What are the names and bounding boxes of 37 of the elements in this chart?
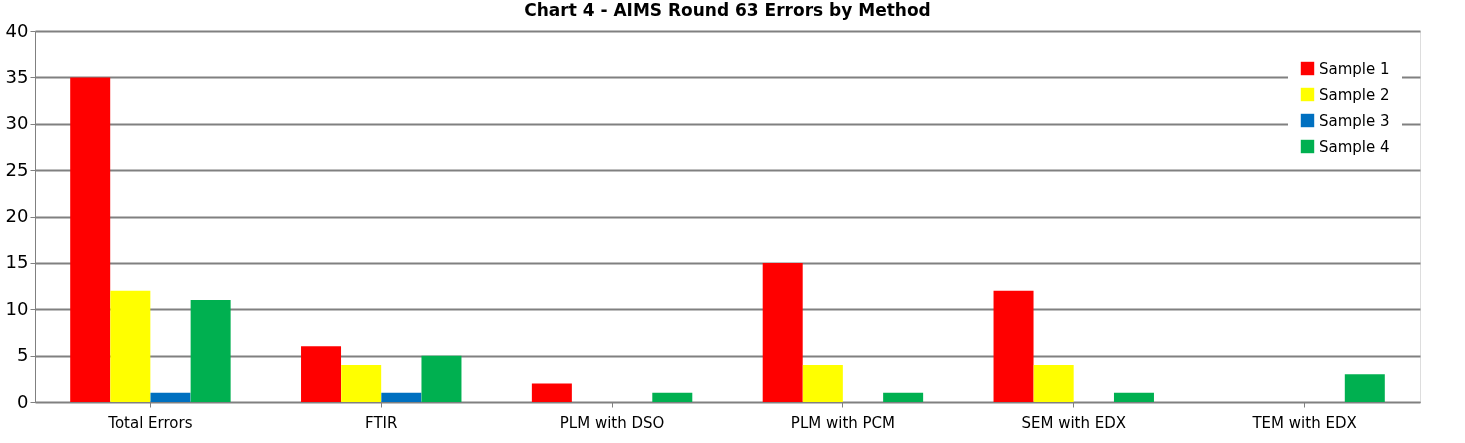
legend-label: Sample 3 bbox=[1319, 111, 1390, 130]
bar bbox=[993, 290, 1034, 402]
x-tick-label: TEM with EDX bbox=[1251, 413, 1357, 432]
y-tick-label: 0 bbox=[17, 390, 29, 412]
bar bbox=[531, 383, 572, 402]
bar bbox=[802, 364, 843, 402]
y-tick-label: 30 bbox=[5, 112, 29, 134]
y-tick-label: 15 bbox=[5, 251, 29, 273]
bar bbox=[762, 262, 803, 402]
legend-label: Sample 1 bbox=[1319, 59, 1390, 78]
bar bbox=[652, 392, 693, 402]
y-tick-label: 40 bbox=[5, 19, 29, 41]
chart-title: Chart 4 - AIMS Round 63 Errors by Method bbox=[524, 0, 931, 20]
bar bbox=[883, 392, 924, 402]
bar bbox=[150, 392, 191, 402]
bar bbox=[421, 355, 462, 402]
legend-label: Sample 4 bbox=[1319, 137, 1390, 156]
x-tick-label: Total Errors bbox=[107, 413, 193, 432]
bar bbox=[1344, 374, 1385, 402]
x-tick-label: PLM with PCM bbox=[790, 413, 895, 432]
y-tick-label: 35 bbox=[5, 65, 29, 87]
bar bbox=[341, 364, 382, 402]
y-tick-label: 25 bbox=[5, 158, 29, 180]
x-tick-label: PLM with DSO bbox=[559, 413, 665, 432]
bar bbox=[110, 290, 151, 402]
bar bbox=[1033, 364, 1074, 402]
bar bbox=[1113, 392, 1154, 402]
y-tick-label: 20 bbox=[5, 205, 29, 226]
x-tick-label: SEM with EDX bbox=[1021, 413, 1127, 432]
y-tick-label: 5 bbox=[17, 344, 29, 366]
y-tick-label: 10 bbox=[5, 297, 29, 319]
bar bbox=[381, 392, 422, 402]
bar bbox=[70, 77, 111, 402]
x-tick-label: FTIR bbox=[365, 413, 398, 432]
bar bbox=[301, 346, 342, 402]
bar bbox=[190, 299, 231, 402]
legend-label: Sample 2 bbox=[1319, 85, 1390, 104]
